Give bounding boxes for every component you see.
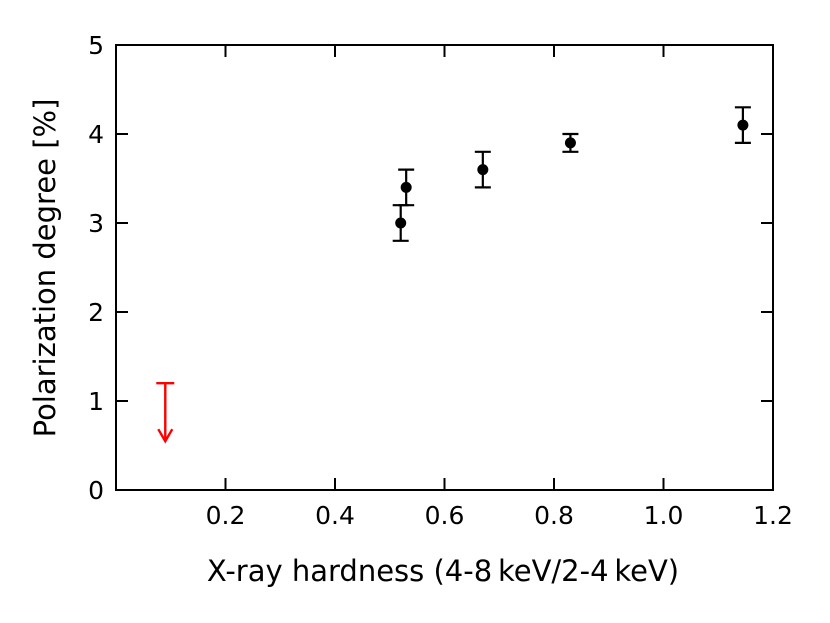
upper-limit-arrowhead — [157, 428, 174, 444]
data-point — [395, 217, 407, 229]
data-point — [564, 137, 576, 149]
x-tick-label: 1.2 — [753, 501, 793, 530]
tick-labels: 0.2 0.4 0.6 0.8 1.0 1.2 0 1 2 3 4 5 — [88, 31, 793, 530]
y-tick-label: 5 — [88, 31, 104, 60]
x-axis-title: X-ray hardness (4-8 keV/2-4 keV) — [207, 554, 679, 588]
x-tick-label: 0.8 — [534, 501, 574, 530]
y-tick-label: 4 — [88, 120, 104, 149]
data-marks — [156, 106, 751, 444]
plot-border — [115, 44, 774, 491]
data-point — [737, 119, 749, 131]
y-tick-label: 0 — [88, 476, 104, 505]
x-tick-label: 0.6 — [425, 501, 465, 530]
y-tick-label: 2 — [88, 298, 104, 327]
data-point — [400, 181, 412, 193]
x-tick-label: 0.4 — [315, 501, 355, 530]
y-axis-title: Polarization degree [%] — [28, 99, 62, 438]
y-tick-label: 1 — [88, 387, 104, 416]
y-tick-label: 3 — [88, 209, 104, 238]
x-tick-label: 1.0 — [644, 501, 684, 530]
data-point — [477, 164, 489, 176]
axis-ticks — [116, 44, 774, 491]
plot-frame — [115, 44, 774, 491]
x-tick-label: 0.2 — [206, 501, 246, 530]
